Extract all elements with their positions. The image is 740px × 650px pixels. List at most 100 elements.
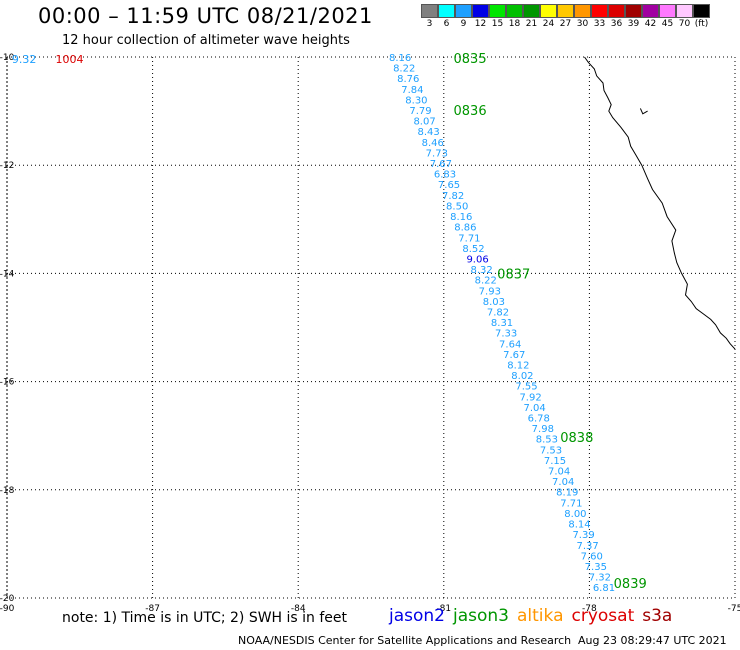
legend-jason3: jason3 bbox=[453, 606, 509, 626]
time-label: 0835 bbox=[454, 52, 487, 67]
wave-height-color-scale: 3 6 9 12 15 18 21 24 27 30 33 36 39 42 45 70 (ft) bbox=[421, 4, 710, 30]
swh-value: 8.02 bbox=[511, 371, 533, 382]
lon-tick-label: -78 bbox=[582, 604, 597, 614]
scale-color-box bbox=[608, 4, 625, 18]
scale-label: 24 bbox=[542, 19, 555, 29]
scale-label: 30 bbox=[576, 19, 589, 29]
swh-value: 8.03 bbox=[483, 297, 505, 308]
scale-swatch: 3 bbox=[421, 4, 438, 30]
scale-color-box bbox=[676, 4, 693, 18]
scale-label: 39 bbox=[627, 19, 640, 29]
scale-swatch: 15 bbox=[489, 4, 506, 30]
lon-tick-label: -75 bbox=[728, 604, 740, 614]
lat-tick-label: -20 bbox=[0, 594, 15, 604]
units-note: note: 1) Time is in UTC; 2) SWH is in fe… bbox=[62, 610, 348, 626]
lat-tick-label: -10 bbox=[0, 53, 15, 63]
scale-color-box bbox=[455, 4, 472, 18]
scale-swatch: 12 bbox=[472, 4, 489, 30]
swh-value: 8.32 bbox=[471, 265, 493, 276]
swh-value: 8.43 bbox=[418, 127, 440, 138]
time-label: 0839 bbox=[614, 577, 647, 592]
satellite-legend: jason2 jason3 altika cryosat s3a bbox=[389, 606, 672, 626]
time-label: 0838 bbox=[560, 431, 593, 446]
lat-tick-label: -16 bbox=[0, 378, 15, 388]
legend-altika: altika bbox=[517, 606, 564, 626]
scale-swatch: 6 bbox=[438, 4, 455, 30]
swh-value: 7.04 bbox=[552, 477, 574, 488]
island-outline bbox=[639, 108, 648, 115]
page-subtitle: 12 hour collection of altimeter wave hei… bbox=[62, 33, 350, 48]
scale-color-box bbox=[693, 4, 710, 18]
legend-cryosat: cryosat bbox=[571, 606, 635, 626]
swh-value: 8.86 bbox=[454, 223, 476, 234]
scale-label: 27 bbox=[559, 19, 572, 29]
swh-value: 8.52 bbox=[462, 244, 484, 255]
time-label: 0836 bbox=[454, 104, 487, 119]
scale-color-box bbox=[642, 4, 659, 18]
swh-value: 7.71 bbox=[458, 233, 480, 244]
page-title: 00:00 – 11:59 UTC 08/21/2021 bbox=[38, 4, 373, 28]
scale-label: 70 bbox=[678, 19, 691, 29]
swh-value: 7.73 bbox=[426, 148, 448, 159]
swh-value: 8.16 bbox=[389, 53, 411, 64]
scale-label: 21 bbox=[525, 19, 538, 29]
legend-jason2: jason2 bbox=[389, 606, 445, 626]
scale-color-box bbox=[489, 4, 506, 18]
scale-label: 36 bbox=[610, 19, 623, 29]
corner-mark: 1004 bbox=[56, 53, 84, 66]
scale-swatch: 27 bbox=[557, 4, 574, 30]
coastline bbox=[584, 56, 736, 350]
scale-color-box bbox=[540, 4, 557, 18]
time-label: 0837 bbox=[497, 267, 530, 282]
scale-swatch: 42 bbox=[642, 4, 659, 30]
swh-value: 7.67 bbox=[430, 159, 452, 170]
scale-color-box bbox=[421, 4, 438, 18]
scale-swatch: 24 bbox=[540, 4, 557, 30]
swh-value: 7.65 bbox=[438, 180, 460, 191]
scale-label: 45 bbox=[661, 19, 674, 29]
scale-swatch: 39 bbox=[625, 4, 642, 30]
swh-value: 7.82 bbox=[442, 191, 464, 202]
scale-swatch: 30 bbox=[574, 4, 591, 30]
swh-value: 8.14 bbox=[568, 520, 590, 531]
plot-frame bbox=[6, 56, 736, 599]
swh-value: 7.71 bbox=[560, 498, 582, 509]
swh-value: 8.12 bbox=[507, 361, 529, 372]
scale-label: (ft) bbox=[694, 19, 709, 29]
swh-value: 7.53 bbox=[540, 445, 562, 456]
scale-label: 9 bbox=[460, 19, 467, 29]
lon-tick-label: -87 bbox=[145, 604, 160, 614]
lat-tick-label: -14 bbox=[0, 269, 15, 279]
swh-value: 8.22 bbox=[475, 276, 497, 287]
lon-tick-label: -90 bbox=[0, 604, 15, 614]
scale-swatch: 33 bbox=[591, 4, 608, 30]
scale-swatch: 21 bbox=[523, 4, 540, 30]
swh-value: 8.00 bbox=[564, 509, 586, 520]
swh-value: 7.79 bbox=[409, 106, 431, 117]
swh-value: 6.81 bbox=[593, 583, 615, 594]
scale-swatch: 70 bbox=[676, 4, 693, 30]
swh-value: 7.32 bbox=[589, 573, 611, 584]
scale-swatch: 36 bbox=[608, 4, 625, 30]
legend-s3a: s3a bbox=[642, 606, 673, 626]
swh-value: 7.35 bbox=[585, 562, 607, 573]
swh-value: 7.04 bbox=[524, 403, 546, 414]
scale-color-box bbox=[438, 4, 455, 18]
scale-color-box bbox=[557, 4, 574, 18]
swh-value: 6.83 bbox=[434, 170, 456, 181]
scale-color-box bbox=[472, 4, 489, 18]
scale-label: 6 bbox=[443, 19, 450, 29]
lon-tick-label: -81 bbox=[436, 604, 451, 614]
lon-tick-label: -84 bbox=[291, 604, 306, 614]
swh-value: 9.06 bbox=[466, 254, 488, 265]
swh-value: 8.53 bbox=[536, 435, 558, 446]
swh-value: 8.50 bbox=[446, 201, 468, 212]
scale-color-box bbox=[523, 4, 540, 18]
scale-color-box bbox=[625, 4, 642, 18]
swh-value: 7.33 bbox=[495, 329, 517, 340]
swh-value: 8.30 bbox=[405, 95, 427, 106]
scale-label: 15 bbox=[491, 19, 504, 29]
swh-value: 7.67 bbox=[503, 350, 525, 361]
scale-color-box bbox=[574, 4, 591, 18]
